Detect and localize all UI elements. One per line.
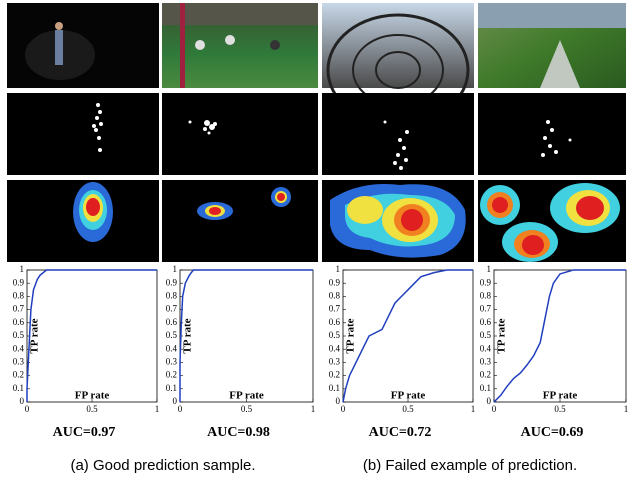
x-tick-label: 0	[178, 404, 183, 414]
y-tick-label: 0.3	[329, 356, 341, 366]
y-tick-label: 0	[173, 396, 178, 406]
y-tick-label: 0.5	[13, 330, 25, 340]
chart-title: AUC=0.72	[369, 425, 432, 440]
x-tick-label: 1	[471, 404, 476, 414]
x-tick-label: 0.5	[402, 404, 414, 414]
y-tick-label: 0.5	[480, 330, 492, 340]
x-tick-label: 1	[155, 404, 160, 414]
chart-title: AUC=0.97	[53, 425, 116, 440]
y-axis-label: TP rate	[345, 318, 357, 353]
roc-curve	[27, 270, 157, 402]
y-tick-label: 0.4	[480, 343, 492, 353]
y-tick-label: 0.9	[329, 277, 341, 287]
caption: (a) Good prediction sample.	[70, 457, 255, 474]
x-axis-label: FP rate	[229, 390, 264, 402]
x-tick-label: 1	[624, 404, 628, 414]
y-tick-label: 0.1	[166, 383, 177, 393]
chart-title: AUC=0.98	[207, 425, 270, 440]
y-tick-label: 0.3	[13, 356, 25, 366]
plot-frame	[180, 270, 313, 402]
fixation-row	[7, 93, 626, 175]
y-tick-label: 0.7	[13, 304, 25, 314]
y-tick-label: 0.1	[329, 383, 340, 393]
x-tick-label: 0.5	[86, 404, 98, 414]
x-tick-label: 0.5	[241, 404, 253, 414]
x-tick-label: 0.5	[554, 404, 566, 414]
y-tick-label: 0	[20, 396, 25, 406]
y-tick-label: 0.2	[13, 370, 24, 380]
y-tick-label: 0.2	[480, 370, 491, 380]
y-tick-label: 0.4	[329, 343, 341, 353]
roc-curve	[494, 270, 626, 402]
y-tick-label: 0.4	[13, 343, 25, 353]
y-tick-label: 0.8	[13, 290, 25, 300]
plot-frame	[27, 270, 157, 402]
x-axis-label: FP rate	[75, 390, 110, 402]
roc-curve	[180, 270, 313, 402]
y-tick-label: 0.7	[480, 304, 492, 314]
y-tick-label: 0.7	[329, 304, 341, 314]
x-tick-label: 0	[492, 404, 497, 414]
y-tick-label: 1	[336, 264, 341, 274]
y-tick-label: 0.9	[13, 277, 25, 287]
y-tick-label: 0	[336, 396, 341, 406]
y-tick-label: 0.8	[329, 290, 341, 300]
y-tick-label: 0.3	[166, 356, 178, 366]
x-axis-label: FP rate	[543, 390, 578, 402]
x-axis-label: FP rate	[391, 390, 426, 402]
chart-title: AUC=0.69	[521, 425, 584, 440]
y-tick-label: 1	[487, 264, 492, 274]
plot-frame	[494, 270, 626, 402]
y-tick-label: 0.6	[329, 317, 341, 327]
y-axis-label: TP rate	[496, 318, 508, 353]
y-tick-label: 1	[173, 264, 178, 274]
y-tick-label: 0.8	[480, 290, 492, 300]
y-tick-label: 0.6	[166, 317, 178, 327]
x-tick-label: 1	[311, 404, 316, 414]
y-tick-label: 0.1	[480, 383, 491, 393]
y-tick-label: 0.1	[13, 383, 24, 393]
y-tick-label: 0.6	[480, 317, 492, 327]
caption: (b) Failed example of prediction.	[363, 457, 577, 474]
x-tick-label: 0	[25, 404, 30, 414]
y-tick-label: 0.9	[480, 277, 492, 287]
y-tick-label: 0.8	[166, 290, 178, 300]
y-tick-label: 0.7	[166, 304, 178, 314]
saliency-row	[7, 180, 626, 262]
x-tick-label: 0	[341, 404, 346, 414]
roc-plots: 0 0.1 0.2 0.3 0.4 0.5 0.6 0.7 0.8 0.9 1 0 0.5 1 TP rat…	[13, 264, 628, 440]
y-tick-label: 1	[20, 264, 25, 274]
figure: 0 0.1 0.2 0.3 0.4 0.5 0.6 0.7 0.8 0.9 1 0 0.5 1 TP rat…	[0, 0, 628, 481]
y-axis-label: TP rate	[182, 318, 194, 353]
y-tick-label: 0.2	[329, 370, 340, 380]
y-tick-label: 0.5	[166, 330, 178, 340]
y-tick-label: 0	[487, 396, 492, 406]
y-tick-label: 0.6	[13, 317, 25, 327]
roc-curve	[343, 270, 473, 402]
y-tick-label: 0.4	[166, 343, 178, 353]
y-tick-label: 0.3	[480, 356, 492, 366]
y-axis-label: TP rate	[29, 318, 41, 353]
y-tick-label: 0.2	[166, 370, 177, 380]
y-tick-label: 0.9	[166, 277, 178, 287]
y-tick-label: 0.5	[329, 330, 341, 340]
